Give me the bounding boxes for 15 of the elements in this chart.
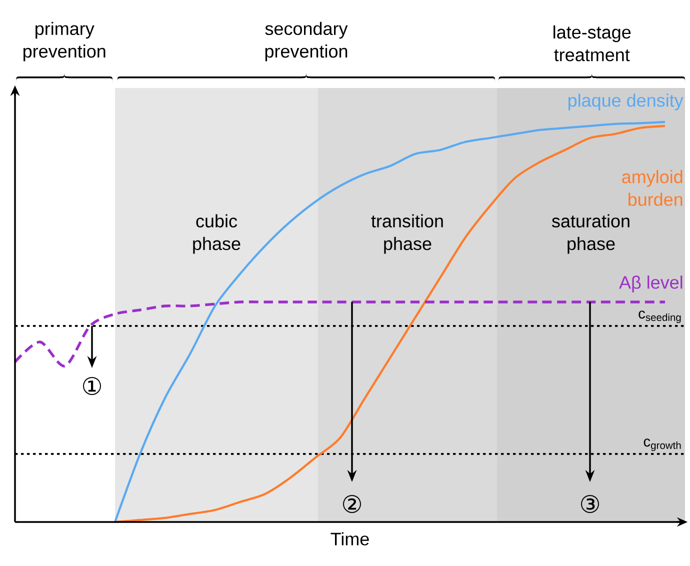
x-axis-title: Time: [330, 532, 369, 546]
text: primary prevention: [24, 22, 106, 62]
series-label: Aβ level: [619, 276, 682, 292]
text: amyloid burden: [622, 170, 682, 206]
annotation: ③: [581, 494, 599, 513]
annotation: saturation phase: [552, 214, 630, 254]
text: secondary prevention: [265, 22, 348, 62]
annotation: ②: [343, 494, 361, 513]
ref-line-label: c$_{growth}$: [644, 438, 681, 452]
annotation: cubic phase: [193, 214, 240, 254]
ref-line-label: c$_{seeding}$: [638, 310, 681, 324]
series-label: plaque density: [568, 94, 684, 110]
text: late-stage treatment: [554, 25, 631, 62]
annotation: transition phase: [371, 214, 443, 254]
annotation: ①: [83, 377, 101, 395]
